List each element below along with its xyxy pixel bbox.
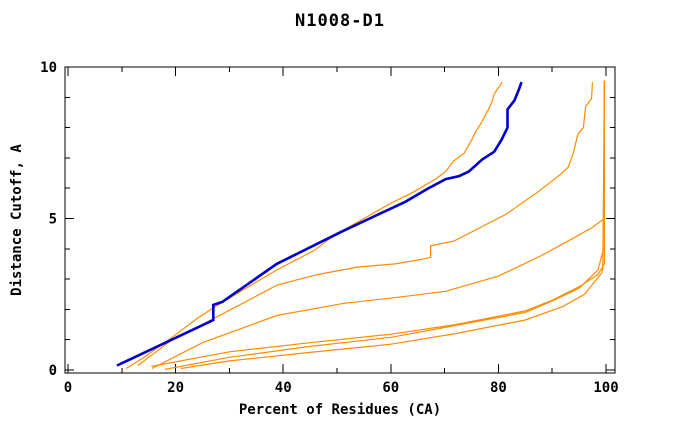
x-tick-label: 100 (593, 380, 618, 396)
x-tick-label: 80 (490, 380, 507, 396)
plot-border (64, 66, 616, 374)
y-tick-labels: 0 5 10 (40, 60, 57, 379)
curve-orange-mid-1 (137, 82, 594, 366)
x-axis-label: Percent of Residues (CA) (238, 402, 442, 418)
x-tick-label: 40 (275, 380, 292, 396)
y-tick-label: 10 (40, 60, 57, 76)
x-tick-label: 0 (64, 380, 72, 396)
curve-orange-low-2 (164, 80, 606, 370)
y-tick-label: 0 (49, 363, 57, 379)
curve-blue-model (116, 81, 523, 367)
curve-orange-near-blue (125, 81, 503, 370)
curves (116, 80, 606, 370)
y-tick-label: 5 (49, 212, 57, 228)
x-tick-label: 20 (167, 380, 184, 396)
y-axis-ticks (65, 66, 615, 371)
x-tick-labels: 0 20 40 60 80 100 (64, 380, 619, 396)
x-axis-ticks (67, 67, 607, 373)
curve-orange-low-3 (180, 80, 606, 370)
x-tick-label: 60 (382, 380, 399, 396)
y-axis-label: Distance Cutoff, A (9, 144, 25, 296)
curve-orange-low-1 (151, 80, 606, 367)
chart-title: N1008-D1 (295, 11, 385, 31)
curve-orange-mid-2 (151, 80, 606, 370)
